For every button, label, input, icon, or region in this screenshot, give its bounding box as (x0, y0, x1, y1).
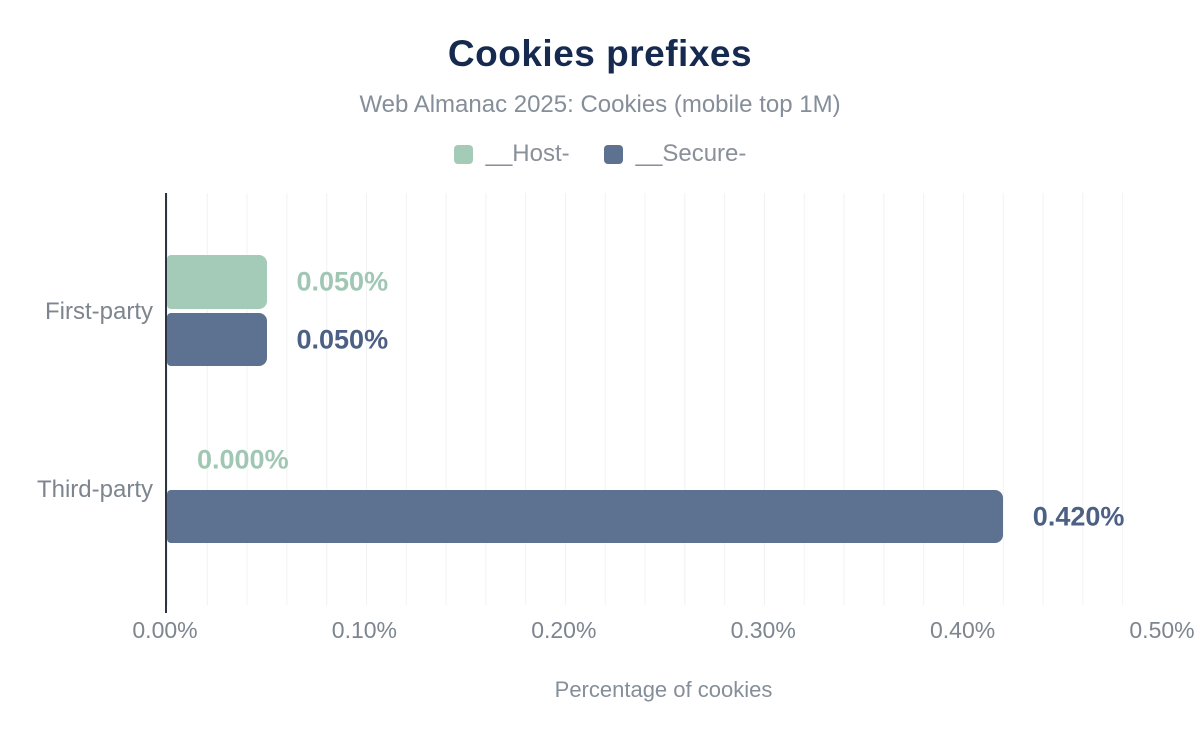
bar-third-party-secure[interactable] (167, 490, 1003, 543)
host-series-swatch-icon (453, 144, 473, 164)
legend-label-host: __Host- (485, 140, 570, 167)
x-tick-5: 0.50% (1129, 617, 1195, 643)
legend-item-host[interactable]: __Host- (453, 140, 570, 168)
x-tick-0: 0.00% (132, 617, 198, 643)
category-label-third-party: Third-party (36, 476, 153, 503)
bar-first-party-secure[interactable] (167, 313, 267, 366)
x-axis-title: Percentage of cookies (554, 677, 773, 702)
legend-item-secure[interactable]: __Secure- (603, 140, 747, 168)
plot-area: 0.050% 0.050% 0.000% 0.420% (165, 193, 1162, 613)
chart-subtitle: Web Almanac 2025: Cookies (mobile top 1M… (359, 91, 841, 118)
legend-label-secure: __Secure- (635, 140, 747, 167)
category-label-first-party: First-party (45, 298, 153, 325)
x-tick-1: 0.10% (331, 617, 397, 643)
secure-series-swatch-icon (603, 144, 623, 164)
value-label-third-party-secure: 0.420% (1032, 501, 1125, 532)
value-label-first-party-secure: 0.050% (296, 324, 389, 355)
x-tick-2: 0.20% (531, 617, 597, 643)
value-label-first-party-host: 0.050% (296, 266, 389, 297)
bar-first-party-host[interactable] (167, 255, 267, 309)
x-axis-ticks: 0.00% 0.10% 0.20% 0.30% 0.40% 0.50% (132, 617, 1194, 647)
chart-title: Cookies prefixes (447, 33, 753, 74)
x-tick-3: 0.30% (730, 617, 796, 643)
value-label-third-party-host: 0.000% (197, 444, 289, 475)
x-tick-4: 0.40% (929, 617, 996, 643)
legend: __Host- __Secure- (0, 140, 1200, 168)
